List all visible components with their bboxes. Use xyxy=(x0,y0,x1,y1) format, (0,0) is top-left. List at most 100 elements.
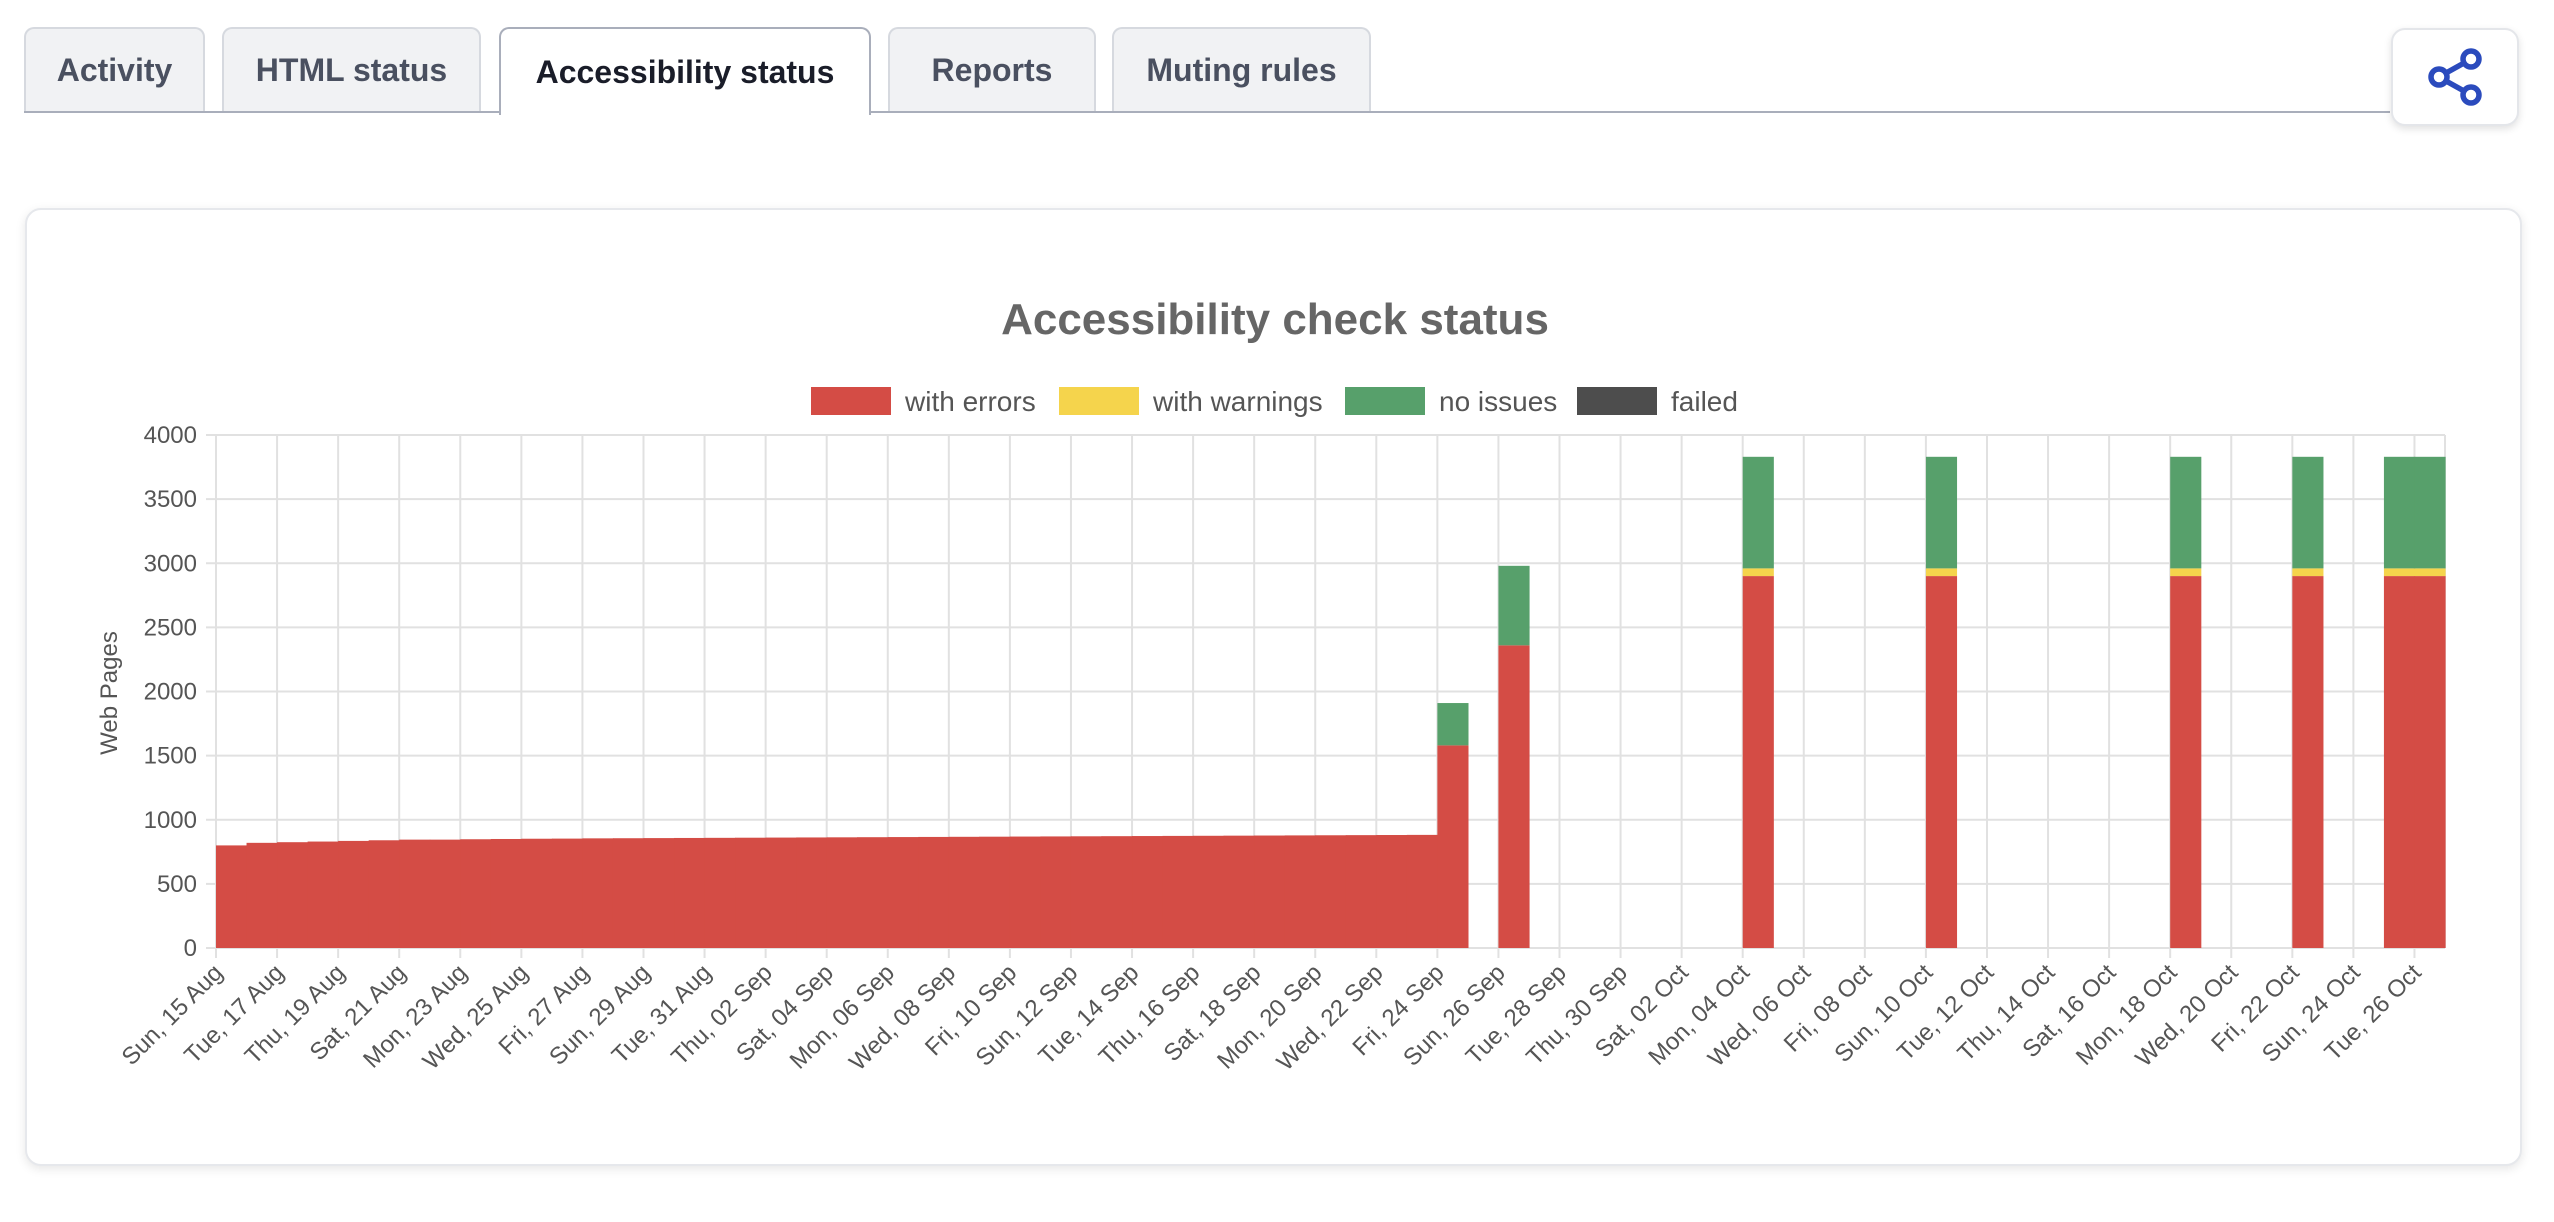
bar-with-errors xyxy=(338,840,370,948)
y-tick-label: 4000 xyxy=(144,422,197,449)
y-tick-label: 500 xyxy=(157,871,197,898)
bar-with-errors xyxy=(765,837,797,948)
legend-item: with errors xyxy=(811,386,1036,417)
bar-with-errors xyxy=(826,837,858,948)
bar-no-issues xyxy=(1742,456,1774,569)
bar-with-errors xyxy=(521,838,553,948)
bar-with-errors xyxy=(490,838,522,948)
bar-with-warnings xyxy=(2414,568,2446,577)
bar-with-warnings xyxy=(1742,568,1774,577)
bar-with-errors xyxy=(1101,836,1133,948)
bar-with-errors xyxy=(2170,576,2202,948)
share-icon xyxy=(2428,48,2482,106)
bar-with-errors xyxy=(1742,576,1774,948)
legend-label: with warnings xyxy=(1152,386,1323,417)
bar-no-issues xyxy=(2414,456,2446,569)
bar-with-errors xyxy=(277,842,309,948)
y-tick-label: 1000 xyxy=(144,807,197,834)
bar-with-errors xyxy=(612,838,645,948)
y-tick-label: 3000 xyxy=(144,550,197,577)
tab-bar: Activity HTML status Accessibility statu… xyxy=(24,27,2390,115)
bar-with-errors xyxy=(1925,576,1958,948)
chart-card: Accessibility check status with errors wi… xyxy=(25,208,2522,1166)
bar-with-errors xyxy=(1223,835,1255,948)
bar-with-warnings xyxy=(1925,568,1958,577)
legend-swatch xyxy=(1345,387,1425,415)
bar-with-errors xyxy=(2383,576,2416,948)
tab-muting-rules[interactable]: Muting rules xyxy=(1112,27,1371,111)
bar-with-errors xyxy=(429,839,461,948)
y-tick-label: 0 xyxy=(184,935,197,962)
bar-with-errors xyxy=(582,838,614,948)
bar-with-errors xyxy=(1345,835,1377,948)
bar-with-warnings xyxy=(2292,568,2324,577)
bar-with-errors xyxy=(2292,576,2324,948)
bar-with-errors xyxy=(460,839,492,948)
chart-bars xyxy=(216,456,2446,948)
bar-with-errors xyxy=(735,837,767,948)
bar-with-errors xyxy=(1132,836,1164,948)
legend-swatch xyxy=(1577,387,1657,415)
bar-with-errors xyxy=(216,845,248,948)
legend-item: with warnings xyxy=(1059,386,1323,417)
y-axis-ticks: 0 500 1000 1500 2000 2500 3000 3500 4000 xyxy=(144,422,197,962)
legend-item: no issues xyxy=(1345,386,1557,417)
chart-legend: with errors with warnings no issues failed xyxy=(811,386,1738,417)
bar-with-errors xyxy=(1406,834,1438,948)
bar-with-errors xyxy=(674,837,706,948)
y-axis-label: Web Pages xyxy=(96,631,123,755)
bar-with-errors xyxy=(979,836,1011,948)
tab-reports[interactable]: Reports xyxy=(888,27,1096,111)
legend-label: failed xyxy=(1671,386,1738,417)
tab-bar-baseline xyxy=(24,111,2390,113)
bar-with-errors xyxy=(796,837,828,948)
bar-with-errors xyxy=(1315,835,1347,948)
bar-no-issues xyxy=(2383,456,2416,569)
legend-item: failed xyxy=(1577,386,1738,417)
bar-with-errors xyxy=(887,837,919,948)
bar-with-errors xyxy=(1284,835,1316,948)
bar-with-warnings xyxy=(2170,568,2202,577)
bar-with-errors xyxy=(246,842,278,948)
bar-no-issues xyxy=(1437,703,1469,746)
y-tick-label: 2000 xyxy=(144,679,197,706)
bar-no-issues xyxy=(2292,456,2324,569)
bar-no-issues xyxy=(1925,456,1958,569)
bar-no-issues xyxy=(1498,565,1530,646)
bar-with-errors xyxy=(1040,836,1072,948)
bar-with-errors xyxy=(2414,576,2446,948)
bar-with-errors xyxy=(551,838,584,948)
bar-with-errors xyxy=(1193,835,1225,948)
bar-with-errors xyxy=(1009,836,1042,948)
tab-activity[interactable]: Activity xyxy=(24,27,205,111)
bar-no-issues xyxy=(2170,456,2202,569)
bar-with-errors xyxy=(307,841,339,948)
bar-with-errors xyxy=(1437,745,1469,948)
bar-with-errors xyxy=(1498,645,1530,948)
bar-with-warnings xyxy=(2383,568,2416,577)
legend-label: with errors xyxy=(904,386,1036,417)
bar-with-errors xyxy=(643,838,675,948)
bar-with-errors xyxy=(399,839,431,948)
bar-with-errors xyxy=(948,836,980,948)
share-button[interactable] xyxy=(2391,28,2519,126)
tab-html-status[interactable]: HTML status xyxy=(222,27,481,111)
bar-with-errors xyxy=(1162,835,1194,948)
y-tick-label: 3500 xyxy=(144,486,197,513)
legend-swatch xyxy=(1059,387,1139,415)
bar-with-errors xyxy=(918,836,950,948)
legend-label: no issues xyxy=(1439,386,1557,417)
y-tick-label: 2500 xyxy=(144,614,197,641)
bar-with-errors xyxy=(857,837,889,948)
bar-with-errors xyxy=(1070,836,1103,948)
chart-title: Accessibility check status xyxy=(1001,295,1549,344)
bar-with-errors xyxy=(368,840,400,948)
bar-with-errors xyxy=(1254,835,1286,948)
accessibility-status-chart: Accessibility check status with errors wi… xyxy=(96,295,2446,1076)
legend-swatch xyxy=(811,387,891,415)
bar-with-errors xyxy=(704,837,736,948)
tab-accessibility-status[interactable]: Accessibility status xyxy=(499,27,871,115)
bar-with-errors xyxy=(1376,835,1408,948)
y-tick-label: 1500 xyxy=(144,743,197,770)
